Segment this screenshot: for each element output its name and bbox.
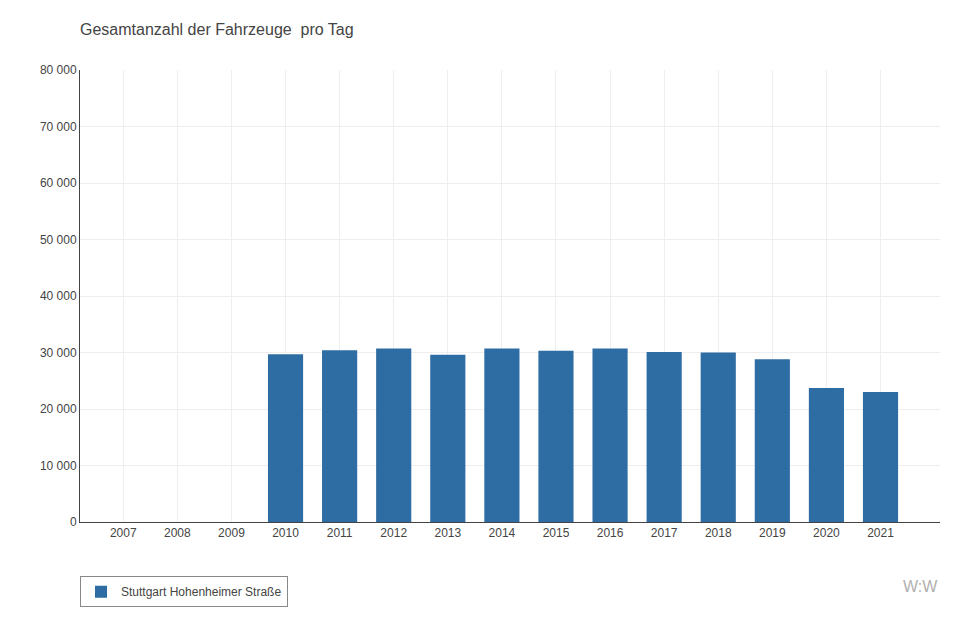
svg-text:2007: 2007 <box>110 526 137 540</box>
svg-text:70 000: 70 000 <box>40 120 77 134</box>
svg-text:60 000: 60 000 <box>40 176 77 190</box>
svg-text:2012: 2012 <box>380 526 407 540</box>
svg-text:10 000: 10 000 <box>40 459 77 473</box>
svg-text:2014: 2014 <box>489 526 516 540</box>
svg-text:80 000: 80 000 <box>40 63 77 77</box>
svg-text:2011: 2011 <box>327 526 353 540</box>
svg-text:2017: 2017 <box>651 526 678 540</box>
svg-text:0: 0 <box>70 515 77 529</box>
svg-text:2018: 2018 <box>705 526 732 540</box>
svg-text:2010: 2010 <box>272 526 299 540</box>
svg-text:Stuttgart Hohenheimer Straße: Stuttgart Hohenheimer Straße <box>121 585 281 599</box>
svg-text:2009: 2009 <box>218 526 245 540</box>
svg-text:20 000: 20 000 <box>40 402 77 416</box>
svg-text:50 000: 50 000 <box>40 233 77 247</box>
svg-text:2020: 2020 <box>813 526 840 540</box>
svg-text:Gesamtanzahl der Fahrzeuge pr: Gesamtanzahl der Fahrzeuge pro Tag <box>80 21 354 38</box>
svg-text:30 000: 30 000 <box>40 346 77 360</box>
svg-text:2015: 2015 <box>543 526 570 540</box>
svg-text:40 000: 40 000 <box>40 289 77 303</box>
svg-text:2008: 2008 <box>164 526 191 540</box>
svg-text:W:W: W:W <box>903 578 938 595</box>
svg-text:2016: 2016 <box>597 526 624 540</box>
svg-text:2021: 2021 <box>867 526 894 540</box>
svg-text:2019: 2019 <box>759 526 786 540</box>
svg-text:2013: 2013 <box>434 526 461 540</box>
